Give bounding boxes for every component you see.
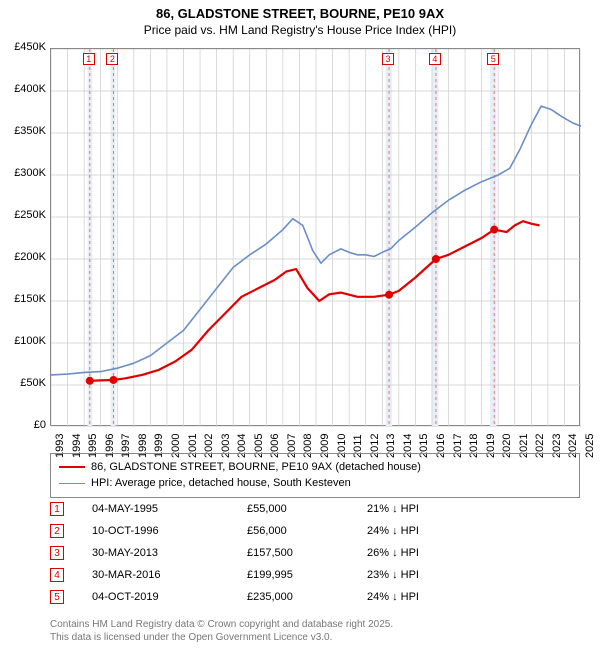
legend-swatch-hpi [59,483,85,484]
y-tick-label: £300K [0,167,46,179]
y-tick-label: £100K [0,335,46,347]
event-pct: 21% ↓ HPI [367,503,580,515]
y-tick-label: £200K [0,251,46,263]
legend-row: HPI: Average price, detached house, Sout… [59,475,571,491]
y-tick-label: £250K [0,209,46,221]
event-date: 30-MAR-2016 [92,569,247,581]
table-row: 3 30-MAY-2013£157,50026% ↓ HPI [50,542,580,564]
event-marker: 2 [106,53,118,65]
x-tick-label: 2025 [584,434,596,458]
event-number-box: 4 [50,568,64,582]
footer-line1: Contains HM Land Registry data © Crown c… [50,618,580,631]
event-marker: 3 [382,53,394,65]
y-tick-label: £450K [0,41,46,53]
event-pct: 24% ↓ HPI [367,525,580,537]
event-pct: 26% ↓ HPI [367,547,580,559]
y-tick-label: £400K [0,83,46,95]
table-row: 5 04-OCT-2019£235,00024% ↓ HPI [50,586,580,608]
title-line2: Price paid vs. HM Land Registry's House … [0,23,600,37]
legend: 86, GLADSTONE STREET, BOURNE, PE10 9AX (… [50,453,580,498]
events-table: 1 04-MAY-1995£55,00021% ↓ HPI 2 10-OCT-1996… [50,498,580,608]
event-number-box: 3 [50,546,64,560]
y-tick-label: £50K [0,377,46,389]
chart-svg [51,49,581,427]
event-date: 04-OCT-2019 [92,591,247,603]
event-marker: 4 [429,53,441,65]
event-price: £56,000 [247,525,367,537]
table-row: 4 30-MAR-2016£199,99523% ↓ HPI [50,564,580,586]
y-tick-label: £350K [0,125,46,137]
title-block: 86, GLADSTONE STREET, BOURNE, PE10 9AX P… [0,0,600,37]
event-date: 04-MAY-1995 [92,503,247,515]
chart-plot-area: 12 3 4 5 [50,48,580,426]
y-tick-label: £150K [0,293,46,305]
footer: Contains HM Land Registry data © Crown c… [50,618,580,644]
legend-label-hpi: HPI: Average price, detached house, Sout… [91,477,351,489]
event-price: £235,000 [247,591,367,603]
event-date: 10-OCT-1996 [92,525,247,537]
chart-container: 86, GLADSTONE STREET, BOURNE, PE10 9AX P… [0,0,600,650]
legend-swatch-price [59,466,85,468]
event-pct: 23% ↓ HPI [367,569,580,581]
table-row: 2 10-OCT-1996£56,00024% ↓ HPI [50,520,580,542]
legend-label-price: 86, GLADSTONE STREET, BOURNE, PE10 9AX (… [91,461,421,473]
event-price: £55,000 [247,503,367,515]
event-date: 30-MAY-2013 [92,547,247,559]
event-number-box: 2 [50,524,64,538]
table-row: 1 04-MAY-1995£55,00021% ↓ HPI [50,498,580,520]
event-marker: 1 [83,53,95,65]
title-line1: 86, GLADSTONE STREET, BOURNE, PE10 9AX [0,6,600,21]
event-price: £199,995 [247,569,367,581]
event-marker: 5 [487,53,499,65]
event-number-box: 5 [50,590,64,604]
event-price: £157,500 [247,547,367,559]
event-pct: 24% ↓ HPI [367,591,580,603]
legend-row: 86, GLADSTONE STREET, BOURNE, PE10 9AX (… [59,459,571,475]
event-number-box: 1 [50,502,64,516]
y-tick-label: £0 [0,419,46,431]
footer-line2: This data is licensed under the Open Gov… [50,631,580,644]
